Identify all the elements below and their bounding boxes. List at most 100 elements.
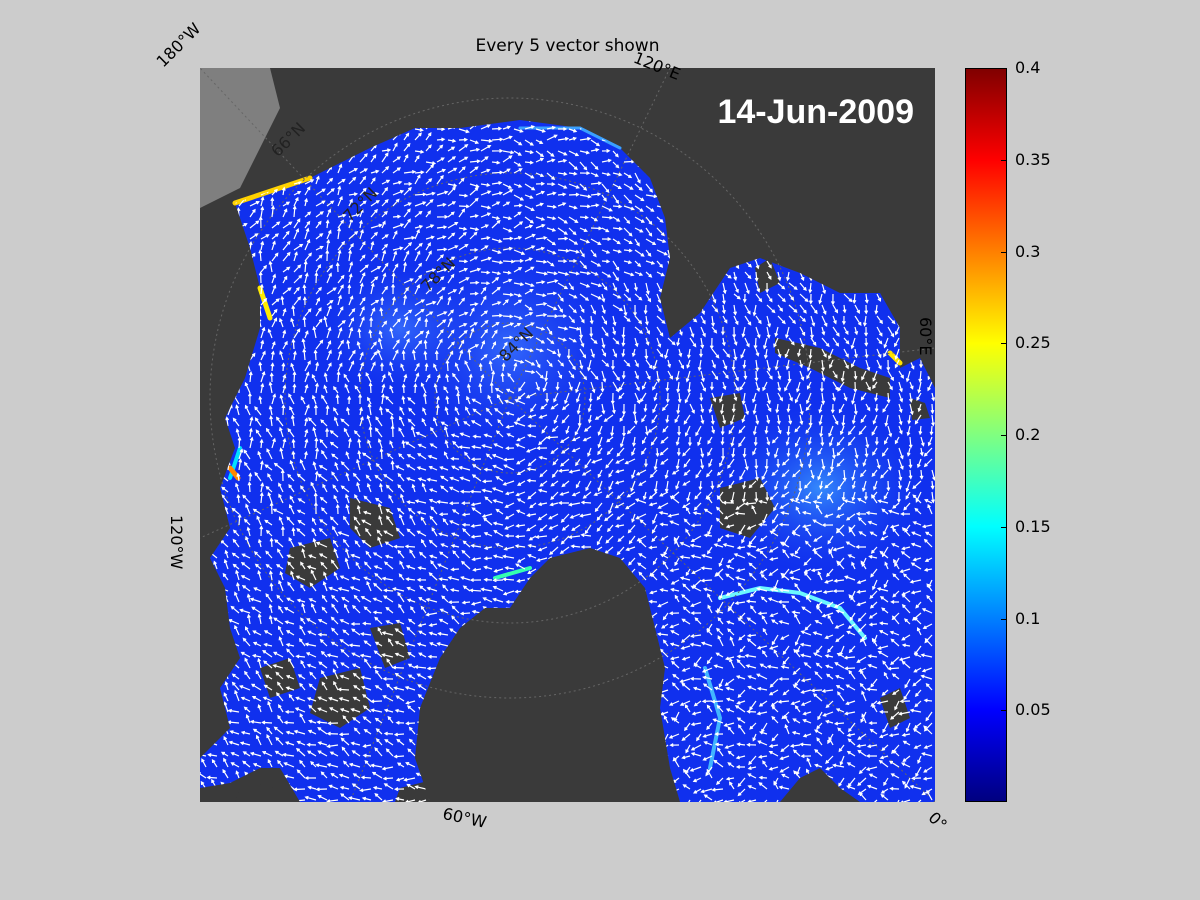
velocity-vector [481,444,493,449]
velocity-vector [326,299,334,306]
velocity-vector [560,535,570,545]
velocity-vector [931,469,935,481]
velocity-vector [491,238,503,243]
velocity-vector [352,472,361,482]
velocity-vector [470,601,482,606]
velocity-vector [711,315,715,327]
velocity-vector [612,150,619,158]
velocity-vector [377,337,383,350]
velocity-vector [851,392,856,405]
velocity-vector [766,293,773,303]
velocity-vector [480,168,491,174]
velocity-vector [587,359,592,372]
velocity-vector [337,294,342,306]
velocity-vector [882,524,889,536]
velocity-vector [877,499,889,504]
velocity-vector [894,337,900,348]
velocity-vector [461,600,471,605]
velocity-vector [485,407,493,416]
velocity-vector [535,139,544,144]
velocity-vector [715,506,724,515]
velocity-vector [359,361,364,372]
velocity-vector [345,451,350,460]
velocity-vector [232,563,240,570]
velocity-vector [621,403,626,416]
velocity-vector [403,208,411,218]
velocity-vector [729,636,735,647]
velocity-vector [278,516,284,526]
velocity-vector [748,562,757,570]
velocity-vector [381,210,388,218]
velocity-vector [248,371,253,383]
velocity-vector [908,469,913,480]
velocity-vector [739,645,746,653]
velocity-vector [557,370,563,380]
velocity-vector [878,621,889,626]
velocity-vector [661,623,669,629]
velocity-vector [690,554,702,559]
velocity-vector [535,150,545,158]
velocity-vector [470,457,482,462]
velocity-vector [903,689,911,701]
velocity-vector [436,127,446,132]
velocity-vector [315,382,319,394]
velocity-vector [300,583,306,592]
velocity-vector [392,230,398,240]
velocity-vector [339,708,350,713]
velocity-vector [467,348,472,361]
velocity-vector [420,605,427,614]
velocity-vector [524,160,534,165]
velocity-vector [279,394,284,405]
velocity-vector [568,238,579,245]
velocity-vector [458,177,465,185]
velocity-vector [855,511,867,516]
velocity-vector [317,632,328,637]
velocity-vector [758,730,768,735]
velocity-vector [744,304,751,315]
velocity-vector [304,417,309,427]
velocity-vector [716,747,724,757]
velocity-vector [249,436,254,449]
velocity-vector [428,631,438,636]
velocity-vector [391,665,405,670]
velocity-vector [630,480,636,493]
velocity-vector [716,480,724,489]
velocity-vector [700,788,713,794]
velocity-vector [634,370,639,380]
velocity-vector [762,760,768,768]
velocity-vector [344,603,350,614]
velocity-vector [690,722,702,727]
velocity-vector [359,175,367,185]
velocity-vector [645,315,649,326]
velocity-vector [905,491,911,500]
velocity-vector [283,607,295,614]
velocity-vector [321,449,328,460]
velocity-vector [729,657,735,669]
velocity-vector [894,722,900,731]
velocity-vector [257,538,262,548]
velocity-vector [761,615,768,625]
velocity-vector [882,403,889,413]
velocity-vector [846,785,856,790]
velocity-vector [711,370,719,381]
velocity-vector [789,576,801,581]
velocity-vector [330,773,339,779]
velocity-vector [351,783,361,790]
velocity-vector [504,533,515,538]
velocity-vector [590,148,600,152]
velocity-vector [778,522,790,527]
velocity-vector [359,653,372,658]
velocity-vector [808,348,813,360]
velocity-vector [709,337,714,350]
velocity-vector [757,754,768,759]
velocity-vector [557,271,570,276]
velocity-vector [332,539,339,548]
velocity-vector [315,245,324,251]
velocity-vector [915,601,922,609]
velocity-vector [315,188,326,196]
velocity-vector [383,530,394,537]
velocity-vector [725,776,735,781]
velocity-vector [890,638,900,647]
velocity-vector [403,186,412,196]
velocity-vector [634,326,644,334]
